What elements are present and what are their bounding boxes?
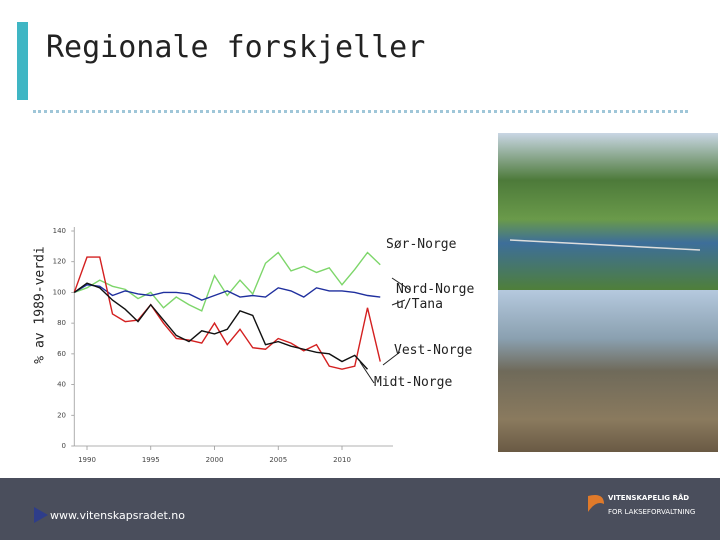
series-line <box>73 256 381 370</box>
series-label: Nord-Norge u/Tana <box>396 282 475 312</box>
y-tick-label: 140 <box>53 227 66 235</box>
series-line <box>73 282 369 370</box>
footer: www.vitenskapsradet.no VITENSKAPELIG RÅD… <box>0 478 720 540</box>
y-axis-label: % av 1989-verdi <box>33 246 48 363</box>
x-tick-label: 2010 <box>333 456 351 464</box>
y-tick-label: 0 <box>62 442 66 450</box>
leader-line <box>359 361 375 384</box>
x-tick-label: 2005 <box>269 456 287 464</box>
accent-bar <box>17 22 28 100</box>
x-tick-label: 1990 <box>78 456 96 464</box>
logo-text: FOR LAKSEFORVALTNING <box>608 508 696 516</box>
y-tick-label: 40 <box>57 381 66 389</box>
footer-url[interactable]: www.vitenskapsradet.no <box>50 509 185 522</box>
photo-river <box>498 133 718 290</box>
arrow-icon <box>34 507 48 523</box>
leader-line <box>391 299 406 306</box>
title: Regionale forskjeller <box>46 30 426 65</box>
x-tick-label: 1995 <box>142 456 160 464</box>
series-line <box>74 251 381 312</box>
y-tick-label: 80 <box>57 319 66 327</box>
series-label: Vest-Norge <box>394 343 473 358</box>
y-tick-label: 120 <box>53 258 66 266</box>
divider <box>33 110 688 113</box>
leader-line <box>382 351 401 366</box>
series-line <box>73 284 381 301</box>
logo-icon <box>588 495 604 512</box>
y-tick-label: 60 <box>57 350 66 358</box>
y-tick-label: 100 <box>53 288 66 296</box>
x-tick-label: 2000 <box>206 456 224 464</box>
series-label: Midt-Norge <box>374 375 453 390</box>
y-tick-label: 20 <box>57 411 66 419</box>
logo-text: VITENSKAPELIG RÅD <box>608 494 690 502</box>
photo-shore <box>498 290 718 452</box>
leader-line <box>391 277 411 291</box>
series-label: Sør-Norge <box>386 237 457 252</box>
bridge <box>509 239 701 251</box>
